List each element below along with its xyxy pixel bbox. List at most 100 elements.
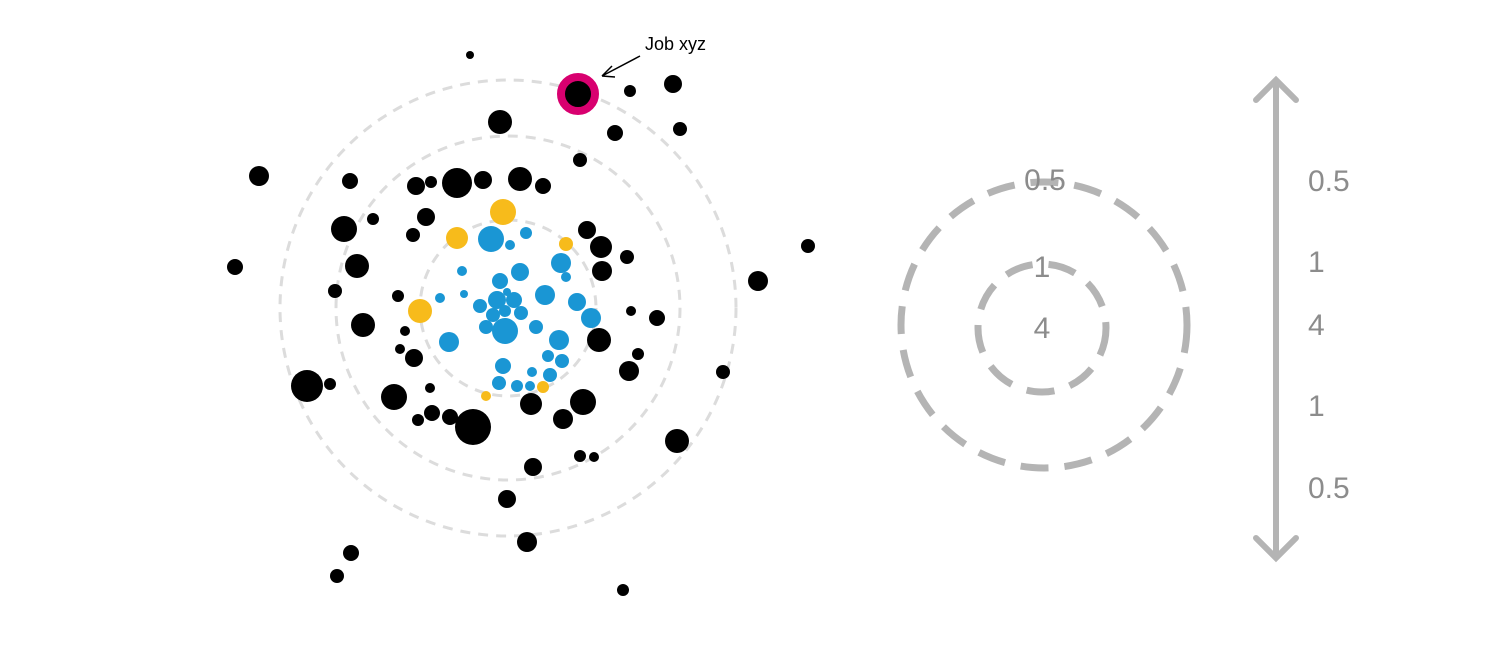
job-bubble-black[interactable] [343, 545, 359, 561]
job-bubble-black[interactable] [406, 228, 420, 242]
job-bubble-black[interactable] [466, 51, 474, 59]
job-bubble-blue[interactable] [551, 253, 571, 273]
job-bubble-black[interactable] [474, 171, 492, 189]
job-bubble-black[interactable] [351, 313, 375, 337]
job-bubble-black[interactable] [587, 328, 611, 352]
job-bubble-yellow[interactable] [481, 391, 491, 401]
job-bubble-yellow[interactable] [408, 299, 432, 323]
job-bubble-black[interactable] [626, 306, 636, 316]
job-bubble-blue[interactable] [460, 290, 468, 298]
job-bubble-black[interactable] [425, 383, 435, 393]
job-bubble-blue[interactable] [499, 305, 511, 317]
job-bubble-black[interactable] [632, 348, 644, 360]
highlighted-job[interactable] [557, 73, 599, 115]
job-bubble-blue[interactable] [439, 332, 459, 352]
job-bubble-blue[interactable] [492, 318, 518, 344]
job-bubble-black[interactable] [578, 221, 596, 239]
job-bubble-blue[interactable] [506, 292, 522, 308]
job-bubble-black[interactable] [664, 75, 682, 93]
job-bubble-black[interactable] [649, 310, 665, 326]
job-bubble-black[interactable] [424, 405, 440, 421]
job-bubble-blue[interactable] [486, 308, 500, 322]
job-bubble-black[interactable] [328, 284, 342, 298]
job-bubble-blue[interactable] [435, 293, 445, 303]
job-bubble-black[interactable] [570, 389, 596, 415]
job-bubble-black[interactable] [673, 122, 687, 136]
job-bubble-blue[interactable] [555, 354, 569, 368]
job-bubble-blue[interactable] [535, 285, 555, 305]
job-bubble-black[interactable] [508, 167, 532, 191]
job-bubble-black[interactable] [249, 166, 269, 186]
job-bubble-black[interactable] [381, 384, 407, 410]
job-bubble-black[interactable] [619, 361, 639, 381]
job-bubble-black[interactable] [590, 236, 612, 258]
job-bubble-black[interactable] [442, 409, 458, 425]
legend-rings [897, 178, 1191, 472]
job-bubble-blue[interactable] [478, 226, 504, 252]
job-bubble-blue[interactable] [549, 330, 569, 350]
job-bubble-blue[interactable] [492, 273, 508, 289]
job-bubble-black[interactable] [498, 490, 516, 508]
job-bubble-blue[interactable] [495, 358, 511, 374]
job-bubble-black[interactable] [573, 153, 587, 167]
job-bubble-black[interactable] [553, 409, 573, 429]
job-bubble-blue[interactable] [492, 376, 506, 390]
job-bubble-black[interactable] [331, 216, 357, 242]
job-bubble-black[interactable] [417, 208, 435, 226]
job-bubble-black[interactable] [324, 378, 336, 390]
job-bubble-black[interactable] [227, 259, 243, 275]
job-bubble-black[interactable] [488, 110, 512, 134]
job-bubble-black[interactable] [617, 584, 629, 596]
job-bubble-black[interactable] [392, 290, 404, 302]
job-bubble-black[interactable] [574, 450, 586, 462]
job-bubble-black[interactable] [400, 326, 410, 336]
job-bubble-black[interactable] [624, 85, 636, 97]
job-bubble-black[interactable] [620, 250, 634, 264]
job-bubble-blue[interactable] [505, 240, 515, 250]
job-bubble-yellow[interactable] [446, 227, 468, 249]
job-bubble-black[interactable] [665, 429, 689, 453]
job-bubble-black[interactable] [405, 349, 423, 367]
job-bubble-black[interactable] [291, 370, 323, 402]
job-bubble-black[interactable] [412, 414, 424, 426]
job-bubble-black[interactable] [442, 168, 472, 198]
job-bubble-black[interactable] [589, 452, 599, 462]
job-bubble-blue[interactable] [527, 367, 537, 377]
job-bubble-black[interactable] [607, 125, 623, 141]
job-bubble-blue[interactable] [488, 291, 506, 309]
job-bubble-black[interactable] [535, 178, 551, 194]
job-bubble-blue[interactable] [511, 263, 529, 281]
job-bubble-blue[interactable] [511, 380, 523, 392]
job-bubble-yellow[interactable] [490, 199, 516, 225]
job-bubble-black[interactable] [748, 271, 768, 291]
job-bubble-black[interactable] [330, 569, 344, 583]
job-bubble-black[interactable] [520, 393, 542, 415]
job-bubble-blue[interactable] [479, 320, 493, 334]
job-bubble-blue[interactable] [473, 299, 487, 313]
job-bubble-black[interactable] [716, 365, 730, 379]
job-bubble-black[interactable] [345, 254, 369, 278]
job-bubble-blue[interactable] [525, 381, 535, 391]
job-bubble-black[interactable] [367, 213, 379, 225]
job-bubble-blue[interactable] [514, 306, 528, 320]
job-bubble-black[interactable] [801, 239, 815, 253]
job-bubble-black[interactable] [407, 177, 425, 195]
job-bubble-black[interactable] [524, 458, 542, 476]
job-bubble-black[interactable] [455, 409, 491, 445]
job-bubble-blue[interactable] [457, 266, 467, 276]
job-bubble-black[interactable] [395, 344, 405, 354]
job-bubble-black[interactable] [342, 173, 358, 189]
job-bubble-yellow[interactable] [559, 237, 573, 251]
job-bubble-blue[interactable] [581, 308, 601, 328]
job-bubble-black[interactable] [517, 532, 537, 552]
job-bubble-blue[interactable] [568, 293, 586, 311]
job-bubble-yellow[interactable] [537, 381, 549, 393]
job-bubble-blue[interactable] [529, 320, 543, 334]
job-bubble-blue[interactable] [561, 272, 571, 282]
job-bubble-blue[interactable] [543, 368, 557, 382]
job-bubble-black[interactable] [425, 176, 437, 188]
job-bubble-black[interactable] [592, 261, 612, 281]
job-bubble-blue[interactable] [542, 350, 554, 362]
scale-label-3: 4 [1308, 309, 1325, 342]
job-bubble-blue[interactable] [520, 227, 532, 239]
